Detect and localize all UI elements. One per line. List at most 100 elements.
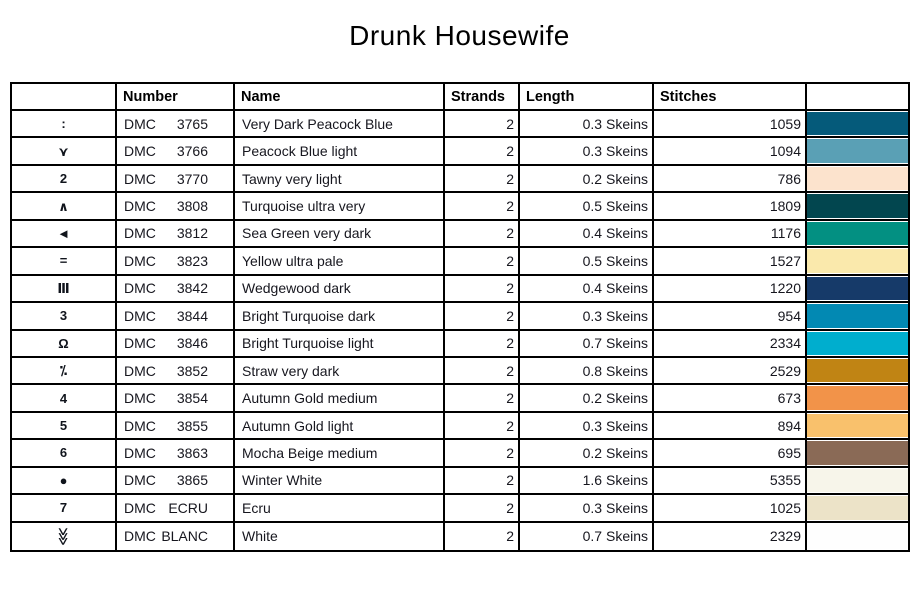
strands-cell: 2 xyxy=(445,522,520,550)
strands-cell: 2 xyxy=(445,220,520,249)
number-cell: DMC 3844 xyxy=(117,303,235,331)
stitch-symbol-icon: 5 xyxy=(59,418,68,434)
header-number: Number xyxy=(117,84,235,111)
strands-cell: 2 xyxy=(445,303,520,331)
stitch-symbol-icon: 4 xyxy=(59,390,68,406)
color-cell xyxy=(807,275,908,304)
thread-key-table: Number Name Strands Length Stitches : DM… xyxy=(10,82,910,552)
length-cell: 0.4 Skeins xyxy=(520,275,654,304)
thread-code: 3865 xyxy=(176,472,208,489)
name-cell: Winter White xyxy=(235,467,445,496)
thread-code: 3863 xyxy=(176,444,208,461)
color-swatch xyxy=(807,413,908,438)
number-cell: DMC BLANC xyxy=(117,522,235,550)
strands-cell: 2 xyxy=(445,412,520,441)
color-cell xyxy=(807,522,908,550)
stitches-value: 695 xyxy=(777,444,801,461)
stitches-value: 1527 xyxy=(769,252,801,269)
length-cell: 0.5 Skeins xyxy=(520,248,654,276)
stitches-cell: 2529 xyxy=(654,357,807,386)
color-swatch xyxy=(807,496,908,520)
symbol-cell: Ⅲ xyxy=(12,275,117,304)
stitches-cell: 1809 xyxy=(654,193,807,221)
strands-value: 2 xyxy=(506,280,514,297)
strands-value: 2 xyxy=(506,252,514,269)
name-cell: Very Dark Peacock Blue xyxy=(235,111,445,139)
length-value: 0.7 Skeins xyxy=(582,335,648,352)
color-swatch xyxy=(807,523,908,549)
symbol-cell: 7 xyxy=(12,495,117,523)
strands-value: 2 xyxy=(506,444,514,461)
strands-value: 2 xyxy=(506,170,514,187)
thread-brand: DMC xyxy=(124,170,156,187)
name-cell: Turquoise ultra very xyxy=(235,193,445,221)
color-cell xyxy=(807,193,908,221)
stitch-symbol-icon: ⋎ xyxy=(58,143,69,159)
length-value: 0.3 Skeins xyxy=(582,307,648,324)
symbol-cell: 3 xyxy=(12,303,117,331)
stitches-cell: 786 xyxy=(654,165,807,194)
stitches-value: 1059 xyxy=(769,115,801,132)
length-cell: 0.2 Skeins xyxy=(520,440,654,468)
color-cell xyxy=(807,248,908,276)
stitches-value: 1176 xyxy=(770,225,801,242)
color-swatch xyxy=(807,221,908,246)
thread-code: 3846 xyxy=(176,335,208,352)
color-cell xyxy=(807,357,908,386)
thread-code: 3770 xyxy=(176,170,208,187)
length-cell: 0.5 Skeins xyxy=(520,193,654,221)
thread-code: 3844 xyxy=(176,307,208,324)
number-cell: DMC 3846 xyxy=(117,330,235,358)
color-swatch xyxy=(807,276,908,301)
stitches-value: 5355 xyxy=(769,472,801,489)
color-cell xyxy=(807,165,908,194)
symbol-cell: ⁒ xyxy=(12,357,117,386)
name-cell: Tawny very light xyxy=(235,165,445,194)
number-cell: DMC 3808 xyxy=(117,193,235,221)
symbol-cell: 6 xyxy=(12,440,117,468)
symbol-cell: ● xyxy=(12,467,117,496)
name-cell: Mocha Beige medium xyxy=(235,440,445,468)
stitch-symbol-icon: ◄ xyxy=(57,225,70,241)
color-swatch xyxy=(807,468,908,493)
strands-cell: 2 xyxy=(445,440,520,468)
length-value: 0.5 Skeins xyxy=(582,252,648,269)
stitches-value: 673 xyxy=(777,390,801,407)
stitch-symbol-icon: = xyxy=(59,253,68,269)
length-cell: 0.8 Skeins xyxy=(520,357,654,386)
thread-code: 3854 xyxy=(176,390,208,407)
thread-brand: DMC xyxy=(124,307,156,324)
stitches-cell: 1220 xyxy=(654,275,807,304)
name-cell: Wedgewood dark xyxy=(235,275,445,304)
thread-brand: DMC xyxy=(124,499,156,516)
strands-cell: 2 xyxy=(445,330,520,358)
thread-brand: DMC xyxy=(124,335,156,352)
color-swatch xyxy=(807,386,908,410)
stitches-cell: 1025 xyxy=(654,495,807,523)
strands-value: 2 xyxy=(506,225,514,242)
header-name: Name xyxy=(235,84,445,111)
symbol-cell: 5 xyxy=(12,412,117,441)
strands-cell: 2 xyxy=(445,165,520,194)
number-cell: DMC 3766 xyxy=(117,138,235,166)
stitches-value: 894 xyxy=(777,417,801,434)
page-title: Drunk Housewife xyxy=(349,20,570,51)
thread-brand: DMC xyxy=(124,472,156,489)
number-cell: DMC 3842 xyxy=(117,275,235,304)
stitches-value: 2334 xyxy=(769,335,801,352)
strands-cell: 2 xyxy=(445,111,520,139)
stitch-symbol-icon: ● xyxy=(59,472,68,488)
stitches-value: 2329 xyxy=(769,528,801,545)
stitches-cell: 695 xyxy=(654,440,807,468)
stitch-symbol-icon: 7 xyxy=(59,500,68,516)
color-swatch xyxy=(807,166,908,191)
color-swatch xyxy=(807,441,908,465)
strands-cell: 2 xyxy=(445,275,520,304)
thread-code: 3808 xyxy=(176,198,208,215)
number-cell: DMC 3852 xyxy=(117,357,235,386)
thread-name: Sea Green very dark xyxy=(242,225,372,242)
length-value: 0.3 Skeins xyxy=(582,115,648,132)
color-cell xyxy=(807,330,908,358)
thread-name: Turquoise ultra very xyxy=(242,198,366,215)
thread-code: 3842 xyxy=(176,280,208,297)
